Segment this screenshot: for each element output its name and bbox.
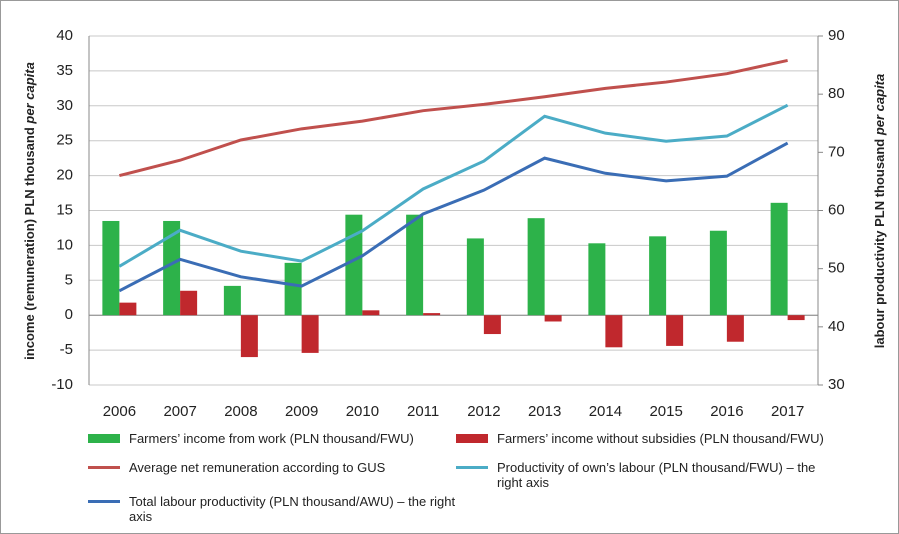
x-tick-label: 2007 [163, 403, 196, 420]
y-tick-label: 20 [56, 167, 73, 184]
y-tick-label: 30 [56, 97, 73, 114]
y-axis-title-main: income (remuneration) PLN thousand [22, 127, 37, 360]
line [118, 103, 789, 268]
x-tick-label: 2010 [346, 403, 379, 420]
y2-tick-label: 60 [828, 201, 845, 218]
bar [483, 315, 501, 335]
bar [466, 238, 484, 316]
y2-tick-label: 50 [828, 260, 845, 277]
y2-tick-label: 30 [828, 376, 845, 393]
bar [709, 230, 727, 316]
bar [163, 220, 181, 316]
bar [605, 315, 623, 348]
legend-label: Average net remuneration according to GU… [129, 460, 386, 475]
x-tick-label: 2006 [103, 403, 136, 420]
y2-axis-title-main: labour productivity PLN thousand [872, 139, 887, 349]
bar [345, 214, 363, 316]
bar [119, 302, 137, 316]
bar [362, 310, 380, 316]
bar [102, 220, 120, 316]
legend-label: Productivity of own’s labour (PLN thousa… [497, 460, 816, 490]
bar [726, 315, 744, 342]
y-tick-label: 5 [65, 271, 73, 288]
legend-swatch [88, 500, 120, 503]
bar [527, 218, 545, 316]
bar [544, 315, 562, 322]
bar [284, 262, 302, 316]
bar [588, 243, 606, 316]
bar [423, 313, 441, 316]
line [119, 58, 788, 178]
y-axis-title: income (remuneration) PLN thousand per c… [22, 62, 37, 360]
y2-axis-title: labour productivity PLN thousand per cap… [872, 74, 887, 349]
bar [406, 214, 424, 316]
y-tick-label: 10 [56, 236, 73, 253]
x-tick-label: 2013 [528, 403, 561, 420]
x-tick-label: 2009 [285, 403, 318, 420]
bar [666, 315, 684, 346]
y-tick-label: -10 [51, 376, 73, 393]
x-tick-label: 2015 [649, 403, 682, 420]
y2-tick-label: 70 [828, 143, 845, 160]
legend-label: Farmers’ income from work (PLN thousand/… [129, 431, 414, 446]
x-tick-label: 2017 [771, 403, 804, 420]
y-tick-label: 35 [56, 62, 73, 79]
y-axis-title-italic: per capita [22, 62, 37, 124]
x-tick-label: 2008 [224, 403, 257, 420]
x-tick-label: 2016 [710, 403, 743, 420]
y-tick-label: 25 [56, 132, 73, 149]
bar [240, 315, 258, 358]
bar [649, 236, 667, 316]
bar [787, 315, 805, 321]
y-tick-label: -5 [60, 341, 73, 358]
legend-label: Total labour productivity (PLN thousand/… [129, 494, 456, 524]
y-tick-label: 0 [65, 306, 73, 323]
legend-swatch [456, 434, 488, 443]
y2-tick-label: 90 [828, 27, 845, 44]
bar [180, 290, 198, 316]
bar [223, 285, 241, 316]
x-tick-label: 2014 [589, 403, 622, 420]
y2-axis-title-italic: per capita [872, 74, 887, 136]
legend-swatch [88, 466, 120, 469]
bar [301, 315, 319, 353]
legend-swatch [456, 466, 488, 469]
bar [770, 202, 788, 316]
line [118, 141, 789, 293]
y-tick-label: 15 [56, 201, 73, 218]
y2-tick-label: 40 [828, 318, 845, 335]
y2-tick-label: 80 [828, 85, 845, 102]
x-tick-label: 2011 [407, 403, 439, 420]
y-tick-label: 40 [56, 27, 73, 44]
x-tick-label: 2012 [467, 403, 500, 420]
legend-label: Farmers’ income without subsidies (PLN t… [497, 431, 824, 446]
legend-swatch [88, 434, 120, 443]
